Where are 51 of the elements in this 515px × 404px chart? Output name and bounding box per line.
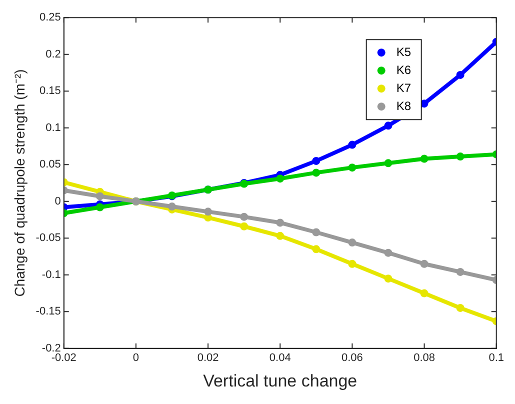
point xyxy=(312,156,320,165)
point xyxy=(348,238,356,247)
x-tick-label: 0.06 xyxy=(341,352,363,364)
x-tick-label: 0.04 xyxy=(269,352,291,364)
point xyxy=(96,192,104,200)
y-tick-label: 0.1 xyxy=(46,122,61,134)
point xyxy=(348,164,356,172)
y-tick-label: -0.15 xyxy=(36,306,61,318)
point xyxy=(384,248,392,257)
x-tick-label: 0 xyxy=(132,352,140,364)
point xyxy=(456,70,464,79)
y-tick-label: -0.2 xyxy=(42,342,61,354)
y-tick-label: 0.2 xyxy=(46,48,61,60)
x-axis-title: Vertical tune change xyxy=(203,371,358,390)
y-tick-label: 0.25 xyxy=(39,12,61,24)
point xyxy=(456,152,464,161)
point xyxy=(240,222,248,230)
point xyxy=(96,203,104,212)
point xyxy=(348,260,356,268)
point xyxy=(312,228,320,236)
y-tick-label: -0.1 xyxy=(42,268,61,281)
y-tick-label: 0.15 xyxy=(39,85,61,98)
point xyxy=(420,154,428,163)
point xyxy=(276,232,284,240)
point xyxy=(456,268,464,276)
legend-label: K5 xyxy=(396,44,412,59)
y-tick-label: 0.05 xyxy=(39,158,61,171)
point xyxy=(168,202,176,211)
point xyxy=(420,289,428,298)
point xyxy=(456,304,464,312)
legend-label: K7 xyxy=(396,80,412,95)
point xyxy=(312,168,320,177)
point xyxy=(276,218,284,227)
x-tick-label: 0.08 xyxy=(414,352,435,364)
x-tick-label: -0.02 xyxy=(51,352,76,364)
y-tick-label: 0 xyxy=(54,195,61,208)
legend-label: K8 xyxy=(396,98,412,113)
y-tick-label: -0.05 xyxy=(36,232,61,244)
point xyxy=(384,159,392,168)
y-axis-title: Change of quadrupole strength (m⁻²) xyxy=(11,69,28,297)
legend-label: K6 xyxy=(396,62,412,77)
point xyxy=(384,274,392,283)
x-tick-label: 0.1 xyxy=(488,352,504,364)
point xyxy=(276,174,284,183)
point xyxy=(204,208,212,216)
point xyxy=(240,212,248,221)
point xyxy=(348,140,356,149)
point xyxy=(420,260,428,268)
x-tick-label: 0.02 xyxy=(197,352,219,364)
point xyxy=(312,245,320,254)
point xyxy=(384,122,392,130)
